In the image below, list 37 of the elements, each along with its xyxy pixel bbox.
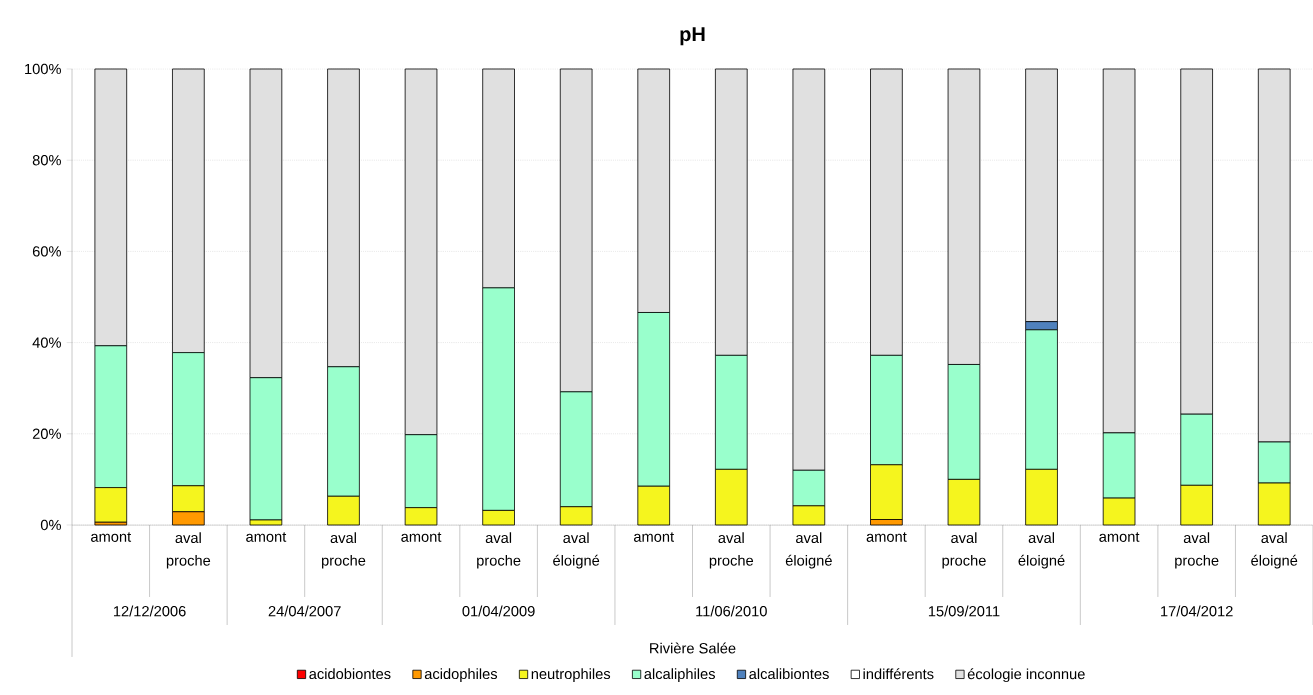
x-tick-label: amont	[633, 532, 674, 542]
legend-label: alcalibiontes	[749, 668, 829, 680]
y-tick-label: 40%	[32, 337, 61, 348]
y-tick-label: 100%	[25, 63, 61, 75]
x-tick-label: aval éloigné	[1018, 532, 1065, 569]
legend-label: acidophiles	[424, 668, 498, 683]
legend-label: acidobiontes	[309, 668, 391, 680]
x-tick-label: aval éloigné	[1251, 532, 1298, 569]
y-tick-label: 0%	[40, 519, 61, 531]
x-tick-label: aval proche	[166, 532, 211, 569]
y-tick-label: 60%	[32, 246, 61, 257]
x-tick-label: aval proche	[709, 532, 754, 569]
text: 01/04/2009	[462, 605, 535, 617]
x-tick-label: amont	[91, 532, 132, 542]
x-tick-label: aval proche	[322, 532, 366, 569]
x-tick-label: amont	[1099, 532, 1140, 542]
y-tick-label: 80%	[32, 155, 61, 166]
chart-title: pH	[680, 27, 705, 46]
x-tick-label: amont	[246, 532, 287, 542]
x-tick-label: amont	[401, 532, 442, 542]
x-tick-label: amont	[866, 532, 907, 542]
x-tick-label: aval éloigné	[553, 532, 600, 569]
text: 17/04/2012	[1161, 605, 1233, 617]
text: 24/04/2007	[268, 605, 341, 617]
x-tick-label: aval proche	[477, 532, 521, 569]
x-tick-label: aval proche	[942, 532, 986, 569]
x-tick-label: aval éloigné	[785, 532, 832, 569]
text: Rivière Salée	[650, 642, 736, 654]
text: 15/09/2011	[928, 605, 1000, 617]
legend-label: neutrophiles	[531, 668, 611, 683]
legend-label: indifférents	[863, 668, 934, 680]
legend-label: alcaliphiles	[644, 668, 715, 683]
legend-label: écologie inconnue	[967, 668, 1085, 683]
text: 11/06/2010	[696, 605, 767, 617]
text: 12/12/2006	[113, 605, 186, 617]
y-tick-label: 20%	[32, 428, 61, 439]
x-tick-label: aval proche	[1175, 532, 1219, 569]
